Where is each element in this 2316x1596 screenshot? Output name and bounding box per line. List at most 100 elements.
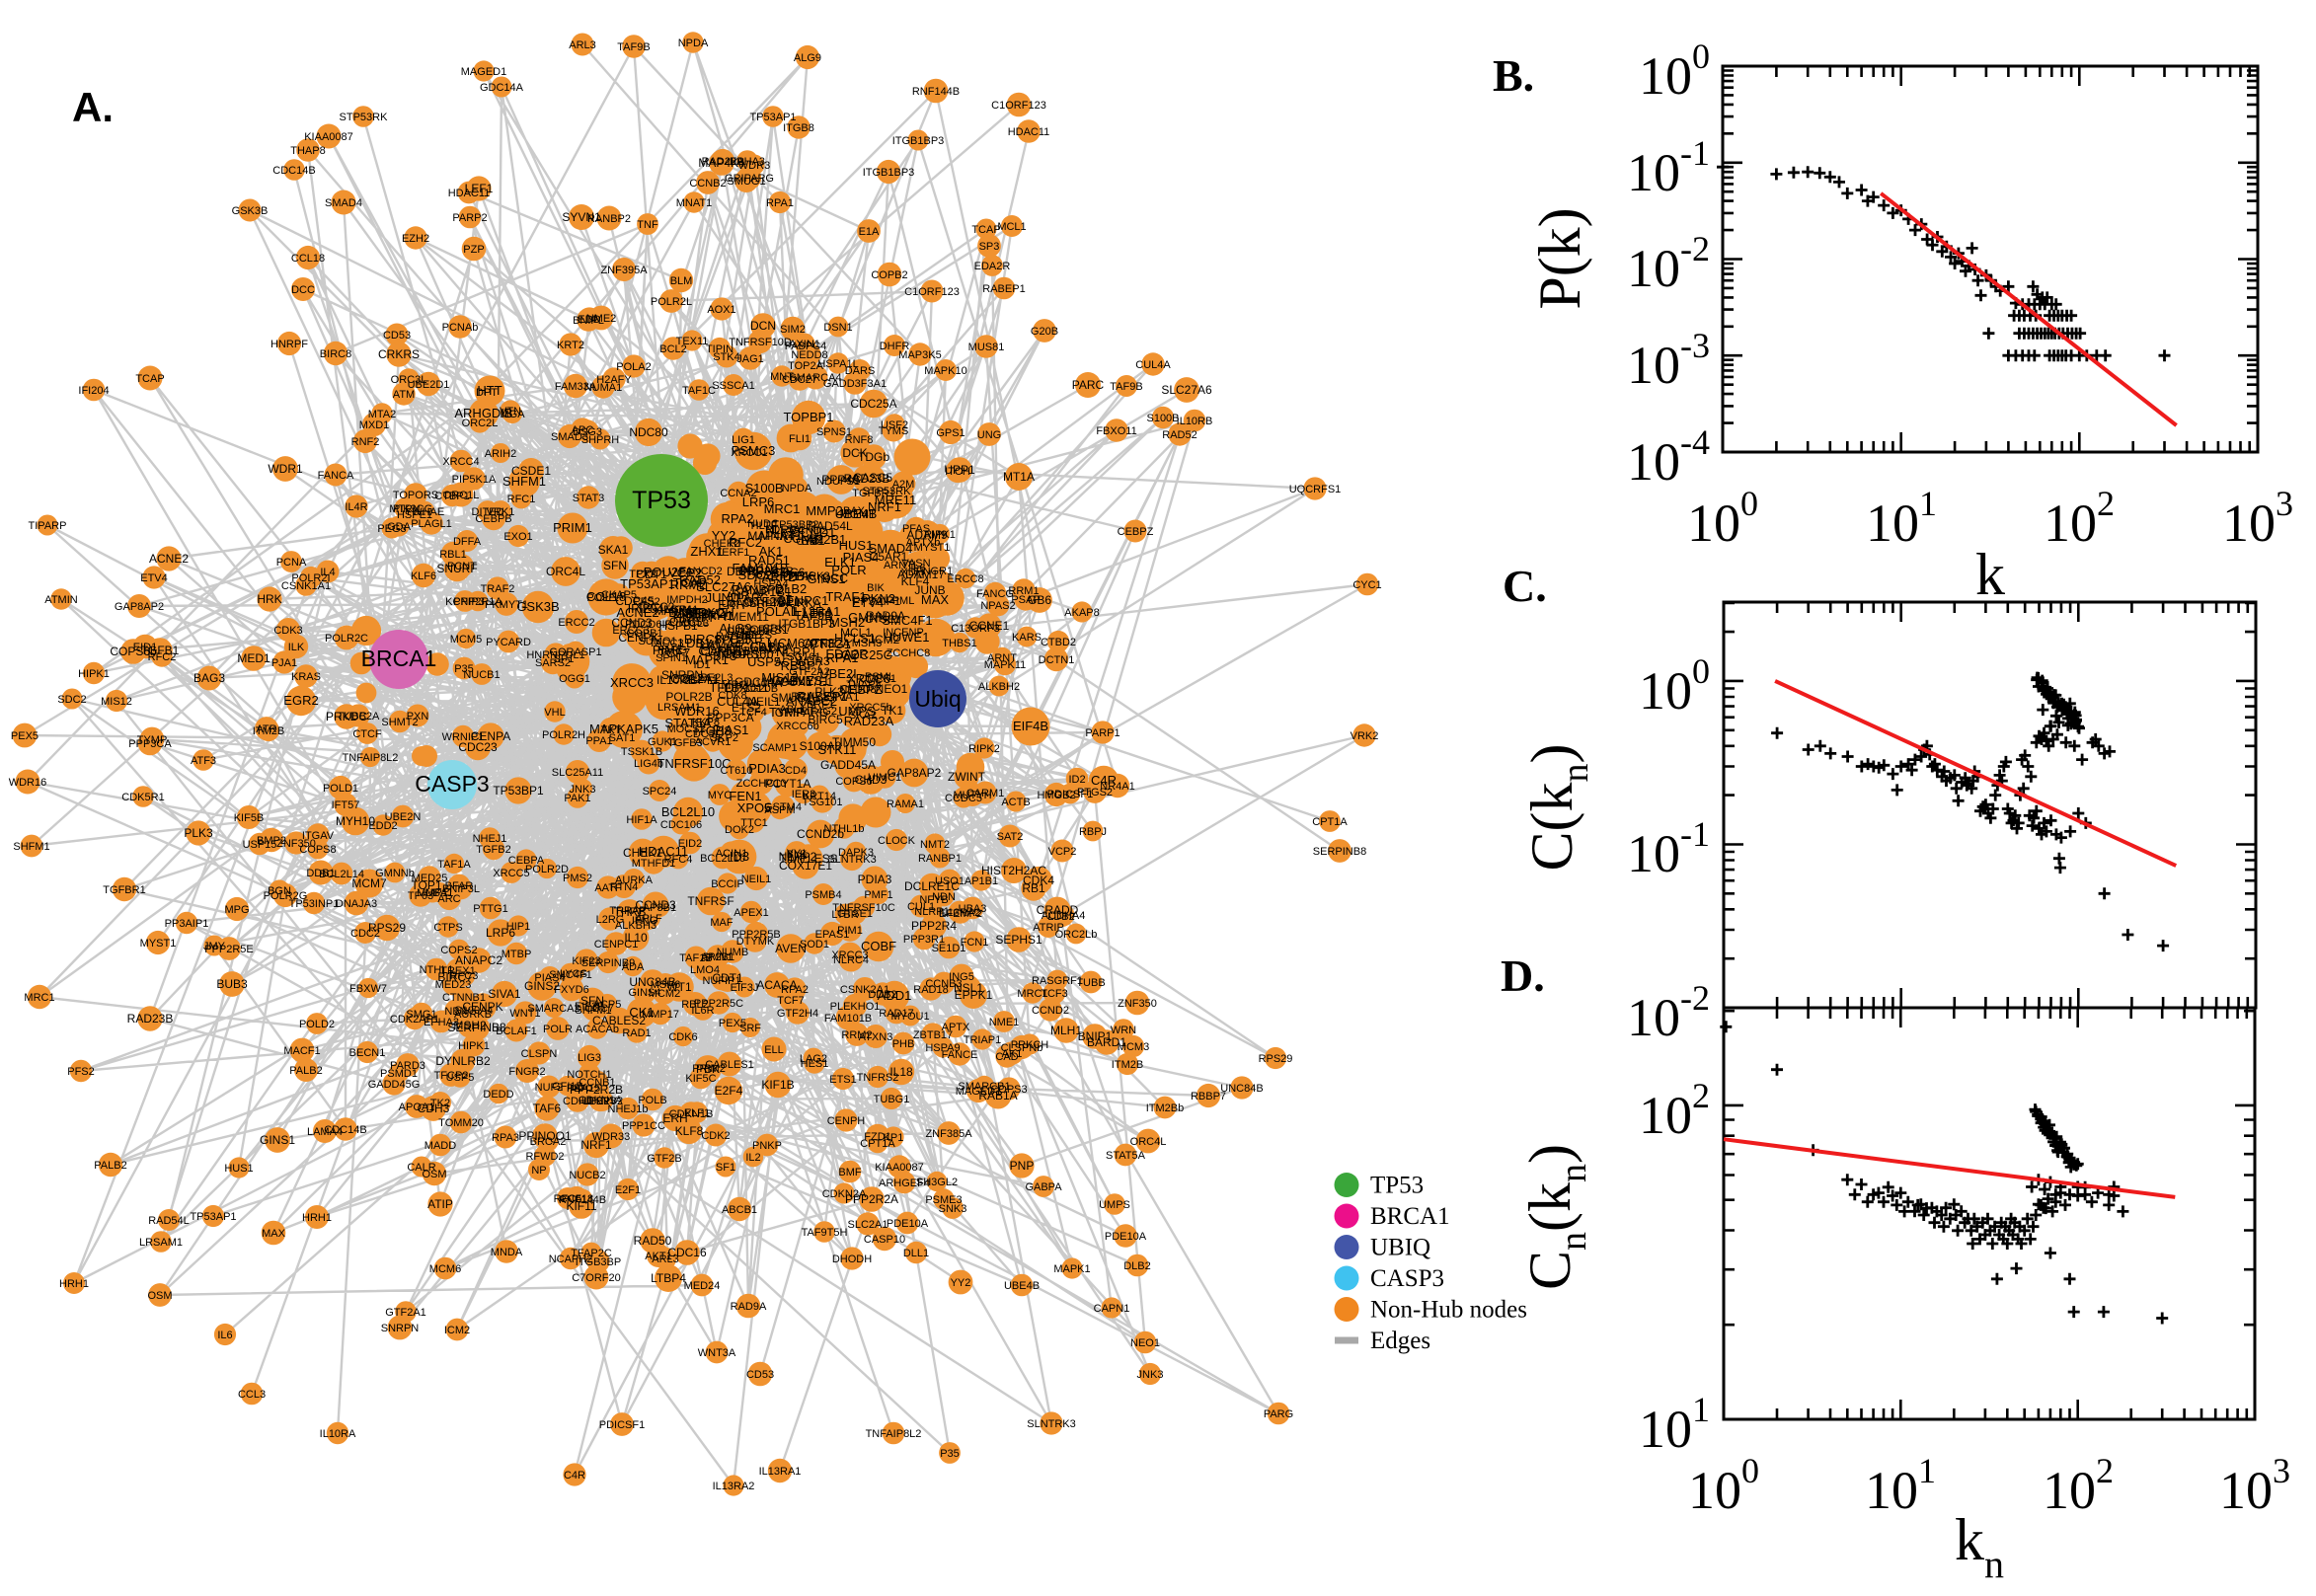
svg-text:NUF2: NUF2 — [535, 1082, 564, 1094]
svg-text:RAD54L: RAD54L — [148, 1215, 190, 1227]
svg-text:ITM2B: ITM2B — [1112, 1059, 1143, 1071]
svg-text:JAG1: JAG1 — [736, 353, 764, 365]
svg-text:CDC25C: CDC25C — [841, 647, 892, 662]
svg-text:BUB3: BUB3 — [216, 977, 248, 991]
svg-text:GSK3B: GSK3B — [232, 205, 269, 217]
svg-text:FBXO11: FBXO11 — [1096, 425, 1136, 437]
svg-text:C7ORF20: C7ORF20 — [572, 1272, 621, 1284]
svg-text:PIP5K1A: PIP5K1A — [452, 474, 497, 486]
svg-text:CDC2: CDC2 — [350, 928, 380, 940]
svg-text:JNK3: JNK3 — [570, 784, 596, 796]
svg-text:AURKA: AURKA — [615, 874, 654, 886]
svg-text:TAF6: TAF6 — [533, 1102, 562, 1115]
svg-text:RAD1: RAD1 — [622, 1027, 651, 1039]
svg-text:SPIN1: SPIN1 — [656, 652, 687, 664]
svg-text:MTHFD1: MTHFD1 — [632, 858, 676, 870]
svg-text:BCL2L10: BCL2L10 — [661, 804, 715, 819]
svg-text:SIVA1: SIVA1 — [488, 987, 520, 1001]
svg-text:RPS29: RPS29 — [1259, 1053, 1293, 1065]
svg-text:JUNB: JUNB — [914, 583, 945, 597]
svg-text:ZNF350: ZNF350 — [1118, 998, 1157, 1010]
svg-text:NUCB2: NUCB2 — [569, 1170, 605, 1181]
svg-text:DCC: DCC — [291, 284, 315, 296]
svg-text:NCAPH2: NCAPH2 — [549, 1254, 593, 1265]
svg-text:CCNA2: CCNA2 — [720, 488, 756, 499]
svg-text:SDC2: SDC2 — [57, 694, 86, 706]
svg-text:PNKP: PNKP — [752, 1140, 782, 1152]
svg-text:SNK3: SNK3 — [939, 1203, 967, 1215]
svg-text:DSN1: DSN1 — [823, 322, 852, 334]
svg-text:LIG4b: LIG4b — [634, 758, 663, 770]
svg-text:C.: C. — [1503, 561, 1547, 611]
svg-text:TOPORS: TOPORS — [393, 490, 438, 501]
svg-text:E1A: E1A — [859, 226, 880, 238]
svg-text:TNFAIP8L2: TNFAIP8L2 — [343, 752, 399, 764]
svg-text:MXD1: MXD1 — [359, 419, 390, 431]
svg-text:ERCC2: ERCC2 — [558, 617, 594, 629]
svg-text:ARIH2: ARIH2 — [485, 448, 516, 460]
svg-text:MAPK1: MAPK1 — [1053, 1263, 1090, 1275]
svg-text:SHPRH: SHPRH — [581, 434, 620, 446]
svg-text:KCNIP3: KCNIP3 — [445, 596, 485, 608]
svg-text:ACNE2: ACNE2 — [149, 552, 189, 566]
svg-text:UBE2N: UBE2N — [385, 811, 422, 823]
svg-text:PFS2: PFS2 — [67, 1066, 95, 1078]
svg-text:CMPK1: CMPK1 — [859, 673, 896, 685]
svg-text:KLF8: KLF8 — [675, 1124, 704, 1138]
svg-text:TIPARP: TIPARP — [29, 520, 67, 532]
svg-text:POLA2: POLA2 — [616, 361, 651, 373]
svg-text:UIMC1: UIMC1 — [868, 772, 901, 784]
svg-text:AOX1: AOX1 — [707, 304, 735, 316]
svg-text:CCND2: CCND2 — [1032, 1005, 1069, 1017]
svg-text:DDB1: DDB1 — [306, 868, 335, 879]
svg-text:SP3: SP3 — [979, 241, 1000, 253]
svg-text:TOP1: TOP1 — [411, 878, 441, 892]
svg-text:DCN: DCN — [750, 319, 776, 333]
svg-text:GTF2A2: GTF2A2 — [789, 666, 830, 678]
svg-text:RAD52: RAD52 — [1162, 429, 1197, 441]
svg-text:SFN: SFN — [580, 994, 604, 1008]
svg-text:THBS1: THBS1 — [942, 638, 976, 649]
svg-text:TP53BP2: TP53BP2 — [772, 519, 818, 531]
svg-text:HSPA4: HSPA4 — [753, 578, 788, 590]
svg-text:HLTF: HLTF — [751, 520, 778, 532]
svg-text:KKP8: KKP8 — [692, 717, 720, 728]
svg-text:EDA2R: EDA2R — [974, 261, 1011, 272]
svg-text:NUMA1: NUMA1 — [584, 382, 623, 394]
svg-text:NR4A1: NR4A1 — [1100, 781, 1134, 793]
svg-text:NDC80: NDC80 — [629, 425, 668, 439]
svg-text:CYC1: CYC1 — [1352, 579, 1381, 591]
svg-text:HSPA9: HSPA9 — [925, 1042, 960, 1054]
svg-text:TSG101: TSG101 — [803, 797, 843, 808]
svg-text:CDK6: CDK6 — [668, 1031, 697, 1043]
svg-text:IL13RA1: IL13RA1 — [759, 1466, 802, 1478]
svg-text:ERCC3: ERCC3 — [612, 625, 649, 637]
svg-text:VTN: VTN — [500, 406, 521, 418]
svg-text:IL2: IL2 — [745, 1152, 760, 1164]
svg-text:CDK3: CDK3 — [273, 625, 302, 637]
svg-text:EIF4B: EIF4B — [1013, 719, 1048, 733]
svg-text:CUL4A: CUL4A — [1135, 359, 1171, 371]
svg-text:SLC25A11: SLC25A11 — [552, 767, 603, 779]
svg-text:DBNL: DBNL — [727, 565, 758, 578]
svg-text:CDK2AP1: CDK2AP1 — [390, 1014, 439, 1026]
svg-text:SMC4F1: SMC4F1 — [549, 969, 591, 981]
svg-text:NLRC4: NLRC4 — [833, 954, 869, 966]
svg-text:SERPINB9: SERPINB9 — [581, 957, 635, 969]
svg-text:MYC: MYC — [708, 790, 733, 801]
svg-text:TAF9B: TAF9B — [1110, 381, 1142, 393]
svg-text:USP5: USP5 — [446, 1072, 475, 1084]
svg-text:SLC27A6: SLC27A6 — [1161, 383, 1212, 397]
svg-text:IL13RA2: IL13RA2 — [713, 1481, 755, 1492]
svg-text:CDC106: CDC106 — [660, 819, 702, 831]
svg-text:RAMA1: RAMA1 — [887, 798, 924, 810]
svg-text:EGR2: EGR2 — [283, 693, 318, 708]
svg-text:SPC24: SPC24 — [643, 786, 677, 798]
svg-text:TGFB2: TGFB2 — [476, 844, 510, 856]
svg-text:ORC4L: ORC4L — [546, 565, 585, 578]
svg-text:E2F1: E2F1 — [615, 1184, 641, 1196]
svg-text:RBPJ: RBPJ — [1079, 826, 1107, 838]
svg-text:RANBP2: RANBP2 — [587, 213, 631, 225]
svg-text:BRCA1: BRCA1 — [361, 646, 437, 671]
svg-text:RASGRF1: RASGRF1 — [1032, 975, 1083, 987]
